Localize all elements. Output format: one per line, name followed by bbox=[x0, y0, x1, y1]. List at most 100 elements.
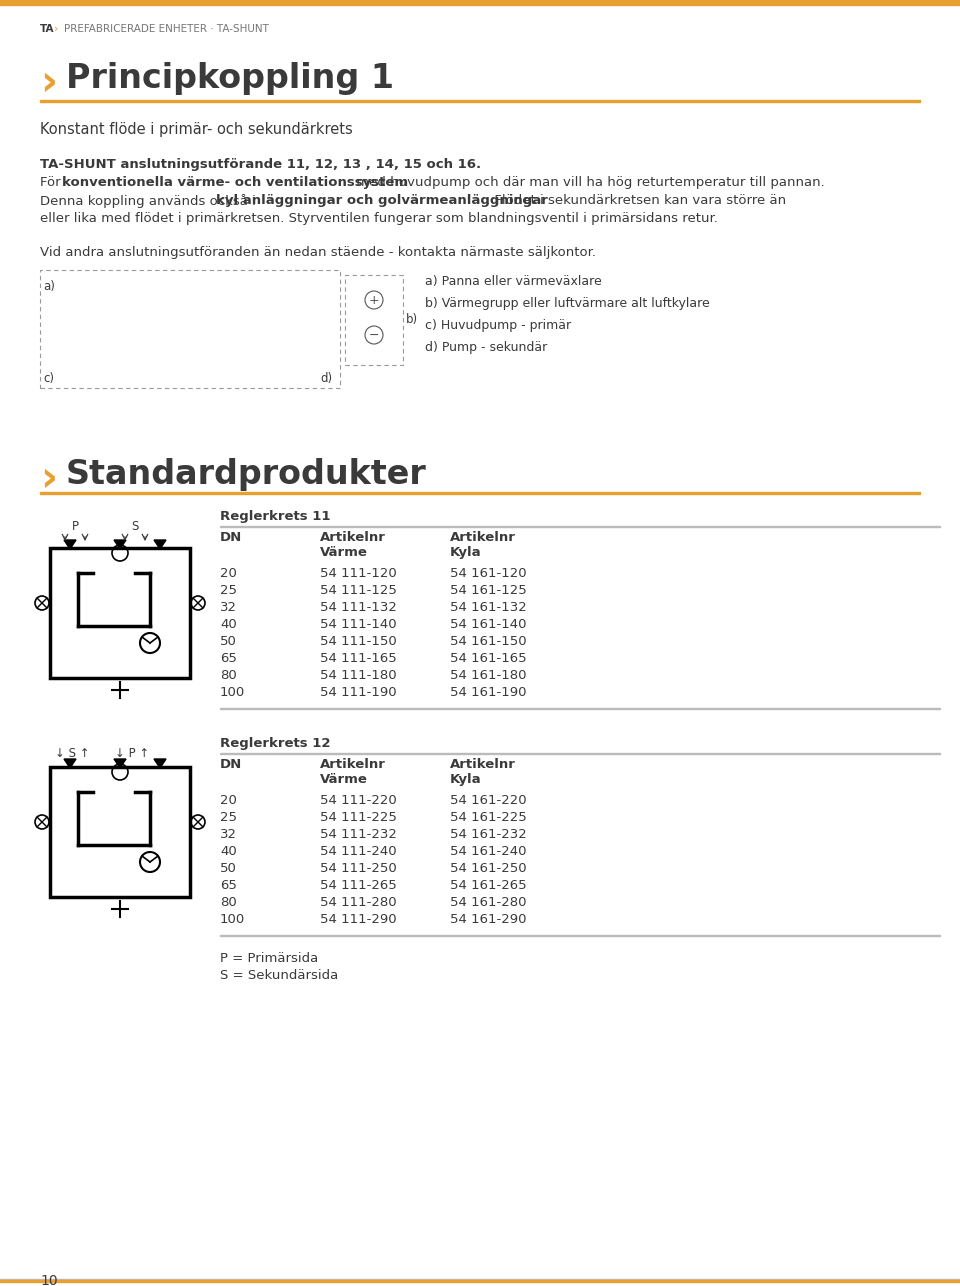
Bar bbox=[0, 1280, 960, 1282]
Text: 54 111-265: 54 111-265 bbox=[320, 880, 396, 892]
Text: ↓ S ↑: ↓ S ↑ bbox=[55, 747, 89, 760]
Text: 54 161-165: 54 161-165 bbox=[450, 652, 527, 665]
Text: ›: › bbox=[54, 24, 59, 33]
Text: 100: 100 bbox=[220, 685, 245, 700]
Text: b) Värmegrupp eller luftvärmare alt luftkylare: b) Värmegrupp eller luftvärmare alt luft… bbox=[425, 297, 709, 310]
Text: Kyla: Kyla bbox=[450, 547, 482, 559]
Text: 54 161-132: 54 161-132 bbox=[450, 601, 527, 613]
Text: eller lika med flödet i primärkretsen. Styrventilen fungerar som blandningsventi: eller lika med flödet i primärkretsen. S… bbox=[40, 212, 718, 225]
Polygon shape bbox=[114, 540, 126, 549]
Text: ↓ P ↑: ↓ P ↑ bbox=[115, 747, 149, 760]
Text: Artikelnr: Artikelnr bbox=[450, 531, 516, 544]
Text: TA: TA bbox=[40, 24, 55, 33]
Text: 54 161-225: 54 161-225 bbox=[450, 811, 527, 824]
Text: Artikelnr: Artikelnr bbox=[320, 531, 386, 544]
Text: 10: 10 bbox=[40, 1274, 58, 1286]
Text: 54 111-165: 54 111-165 bbox=[320, 652, 396, 665]
Text: 20: 20 bbox=[220, 793, 237, 808]
Text: 54 111-140: 54 111-140 bbox=[320, 619, 396, 631]
Text: DN: DN bbox=[220, 757, 242, 772]
Text: b): b) bbox=[406, 314, 419, 327]
Text: PREFABRICERADE ENHETER · TA-SHUNT: PREFABRICERADE ENHETER · TA-SHUNT bbox=[64, 24, 269, 33]
Bar bbox=[40, 493, 920, 494]
Text: Reglerkrets 12: Reglerkrets 12 bbox=[220, 737, 330, 750]
Text: 54 161-250: 54 161-250 bbox=[450, 862, 527, 874]
Text: 65: 65 bbox=[220, 880, 237, 892]
Polygon shape bbox=[64, 759, 76, 768]
Text: Reglerkrets 11: Reglerkrets 11 bbox=[220, 511, 330, 523]
Text: d): d) bbox=[320, 372, 332, 385]
Text: konventionella värme- och ventilationssystem: konventionella värme- och ventilationssy… bbox=[62, 176, 408, 189]
Bar bbox=[50, 548, 190, 678]
Text: Vid andra anslutningsutföranden än nedan stäende - kontakta närmaste säljkontor.: Vid andra anslutningsutföranden än nedan… bbox=[40, 246, 596, 258]
Text: 54 161-190: 54 161-190 bbox=[450, 685, 526, 700]
Text: 54 161-180: 54 161-180 bbox=[450, 669, 526, 682]
Text: Konstant flöde i primär- och sekundärkrets: Konstant flöde i primär- och sekundärkre… bbox=[40, 122, 352, 138]
Text: TA-SHUNT anslutningsutförande 11, 12, 13 , 14, 15 och 16.: TA-SHUNT anslutningsutförande 11, 12, 13… bbox=[40, 158, 481, 171]
Text: 54 111-150: 54 111-150 bbox=[320, 635, 396, 648]
Text: 80: 80 bbox=[220, 896, 237, 909]
Text: 54 161-232: 54 161-232 bbox=[450, 828, 527, 841]
Text: Artikelnr: Artikelnr bbox=[450, 757, 516, 772]
Text: 54 111-180: 54 111-180 bbox=[320, 669, 396, 682]
Text: 54 161-140: 54 161-140 bbox=[450, 619, 526, 631]
Text: 25: 25 bbox=[220, 584, 237, 597]
Text: Kyla: Kyla bbox=[450, 773, 482, 786]
Text: 54 111-225: 54 111-225 bbox=[320, 811, 396, 824]
Text: Värme: Värme bbox=[320, 773, 368, 786]
Text: P = Primärsida: P = Primärsida bbox=[220, 952, 319, 964]
Bar bbox=[345, 275, 403, 365]
Text: S: S bbox=[132, 520, 138, 532]
Text: c) Huvudpump - primär: c) Huvudpump - primär bbox=[425, 319, 571, 332]
Text: För: För bbox=[40, 176, 65, 189]
Text: c): c) bbox=[43, 372, 54, 385]
Text: +: + bbox=[369, 293, 379, 306]
Text: med huvudpump och där man vill ha hög returtemperatur till pannan.: med huvudpump och där man vill ha hög re… bbox=[352, 176, 825, 189]
Polygon shape bbox=[114, 759, 126, 768]
Text: Värme: Värme bbox=[320, 547, 368, 559]
Text: 54 161-125: 54 161-125 bbox=[450, 584, 527, 597]
Bar bbox=[50, 766, 190, 898]
Text: 65: 65 bbox=[220, 652, 237, 665]
Polygon shape bbox=[154, 759, 166, 768]
Bar bbox=[40, 270, 340, 388]
Text: . Flödet i sekundärkretsen kan vara större än: . Flödet i sekundärkretsen kan vara stör… bbox=[486, 194, 786, 207]
Text: 54 111-190: 54 111-190 bbox=[320, 685, 396, 700]
Polygon shape bbox=[154, 540, 166, 549]
Text: 54 161-290: 54 161-290 bbox=[450, 913, 526, 926]
Text: ›: › bbox=[40, 62, 58, 104]
Text: 54 111-220: 54 111-220 bbox=[320, 793, 396, 808]
Text: Standardprodukter: Standardprodukter bbox=[66, 458, 427, 491]
Text: Artikelnr: Artikelnr bbox=[320, 757, 386, 772]
Text: kyl anläggningar och golvärmeanläggningar: kyl anläggningar och golvärmeanläggninga… bbox=[216, 194, 548, 207]
Text: Denna koppling används också i: Denna koppling används också i bbox=[40, 194, 260, 208]
Text: 20: 20 bbox=[220, 567, 237, 580]
Text: 54 111-125: 54 111-125 bbox=[320, 584, 396, 597]
Text: 54 111-232: 54 111-232 bbox=[320, 828, 396, 841]
Text: a) Panna eller värmeväxlare: a) Panna eller värmeväxlare bbox=[425, 275, 602, 288]
Text: 54 111-240: 54 111-240 bbox=[320, 845, 396, 858]
Text: 25: 25 bbox=[220, 811, 237, 824]
Polygon shape bbox=[64, 540, 76, 549]
Text: 100: 100 bbox=[220, 913, 245, 926]
Text: 54 111-132: 54 111-132 bbox=[320, 601, 396, 613]
Text: 54 161-280: 54 161-280 bbox=[450, 896, 526, 909]
Text: 80: 80 bbox=[220, 669, 237, 682]
Text: d) Pump - sekundär: d) Pump - sekundär bbox=[425, 341, 547, 354]
Text: 50: 50 bbox=[220, 635, 237, 648]
Text: S = Sekundärsida: S = Sekundärsida bbox=[220, 968, 338, 983]
Text: 54 161-220: 54 161-220 bbox=[450, 793, 527, 808]
Text: 54 161-150: 54 161-150 bbox=[450, 635, 527, 648]
Text: 54 111-250: 54 111-250 bbox=[320, 862, 396, 874]
Text: a): a) bbox=[43, 280, 55, 293]
Text: 54 161-120: 54 161-120 bbox=[450, 567, 527, 580]
Text: −: − bbox=[369, 328, 379, 342]
Text: DN: DN bbox=[220, 531, 242, 544]
Text: 54 111-280: 54 111-280 bbox=[320, 896, 396, 909]
Text: 54 111-290: 54 111-290 bbox=[320, 913, 396, 926]
Text: 54 111-120: 54 111-120 bbox=[320, 567, 396, 580]
Text: ›: › bbox=[40, 458, 58, 500]
Text: 40: 40 bbox=[220, 619, 237, 631]
Text: 54 161-265: 54 161-265 bbox=[450, 880, 527, 892]
Text: 32: 32 bbox=[220, 828, 237, 841]
